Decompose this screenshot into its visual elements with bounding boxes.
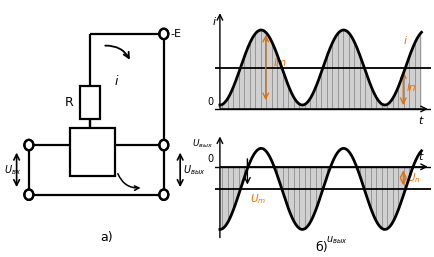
Text: 0: 0 bbox=[207, 154, 213, 164]
Text: i: i bbox=[212, 17, 215, 27]
Text: -E: -E bbox=[170, 29, 181, 39]
Text: t: t bbox=[417, 116, 421, 126]
Circle shape bbox=[24, 140, 33, 150]
Circle shape bbox=[159, 189, 168, 200]
Text: $U_m$: $U_m$ bbox=[249, 192, 265, 206]
Circle shape bbox=[24, 189, 33, 200]
Text: i: i bbox=[402, 36, 405, 46]
Text: $U_n$: $U_n$ bbox=[406, 171, 420, 185]
Text: $U_{вых}$: $U_{вых}$ bbox=[183, 163, 205, 177]
Text: Im: Im bbox=[273, 58, 286, 68]
FancyArrowPatch shape bbox=[118, 174, 138, 190]
Text: б): б) bbox=[315, 241, 328, 254]
Circle shape bbox=[159, 140, 168, 150]
Text: 0: 0 bbox=[207, 97, 213, 107]
Text: R: R bbox=[64, 96, 73, 109]
Text: УЭ: УЭ bbox=[84, 146, 100, 159]
Bar bbox=[80, 86, 100, 119]
Circle shape bbox=[159, 29, 168, 39]
FancyArrowPatch shape bbox=[105, 45, 128, 58]
Text: а): а) bbox=[100, 231, 113, 244]
Text: $U_{вх}$: $U_{вх}$ bbox=[4, 163, 22, 177]
Text: In: In bbox=[406, 83, 416, 93]
Text: i: i bbox=[115, 75, 118, 88]
Text: t: t bbox=[417, 152, 421, 162]
Bar bbox=[69, 128, 115, 176]
Text: $u_{вых}$: $u_{вых}$ bbox=[325, 235, 347, 246]
Text: $U_{вых}$: $U_{вых}$ bbox=[191, 137, 213, 150]
